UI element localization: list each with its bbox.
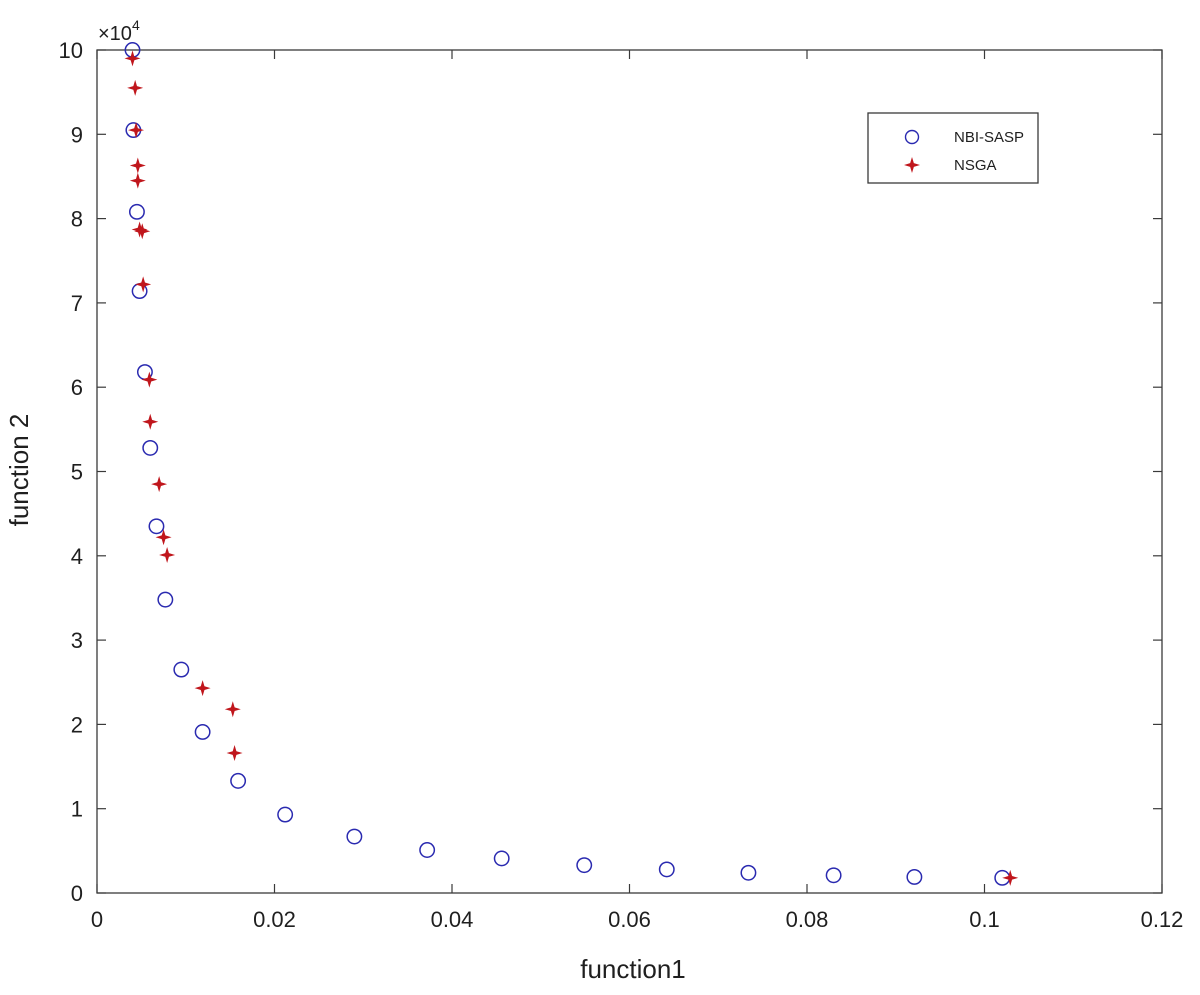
y-tick-label: 4 (71, 544, 83, 569)
axis-ticks: 0 0.02 0.04 0.06 0.08 0.1 0.12 0 1 2 3 4 5 6 7 8 9 10 (59, 38, 1184, 932)
y-tick-label: 6 (71, 375, 83, 400)
data-point-nsga (141, 371, 158, 388)
legend-marker-nbi-sasp (904, 129, 920, 145)
series-nsga (124, 50, 1019, 886)
x-tick-label: 0.04 (431, 907, 474, 932)
data-point-nsga (134, 223, 151, 240)
y-tick-label: 0 (71, 881, 83, 906)
data-point-nsga (224, 701, 241, 718)
legend-label-nsga: NSGA (954, 157, 997, 174)
y-tick-label: 9 (71, 122, 83, 147)
x-tick-label: 0 (91, 907, 103, 932)
data-point-nbi-sasp (493, 850, 510, 867)
data-point-nsga (194, 680, 211, 697)
data-point-nsga (129, 172, 146, 189)
data-point-nbi-sasp (277, 806, 294, 823)
data-point-nbi-sasp (194, 724, 211, 740)
data-point-nbi-sasp (906, 869, 923, 885)
x-tick-label: 0.1 (969, 907, 1000, 932)
y-axis-label: function 2 (4, 414, 34, 527)
x-tick-label: 0.02 (253, 907, 296, 932)
y-tick-label: 7 (71, 291, 83, 316)
data-point-nsga (127, 79, 144, 96)
data-point-nsga (155, 529, 172, 546)
data-point-nbi-sasp (157, 591, 174, 608)
x-tick-label: 0.08 (786, 907, 829, 932)
data-point-nsga (124, 50, 141, 67)
data-point-nbi-sasp (740, 864, 757, 881)
data-point-nsga (226, 745, 243, 762)
data-point-nbi-sasp (825, 867, 842, 884)
y-multiplier-exponent: 4 (132, 17, 140, 33)
data-point-nsga (142, 413, 159, 430)
data-point-nsga (1002, 869, 1019, 886)
y-tick-label: 8 (71, 207, 83, 232)
y-tick-label: 5 (71, 460, 83, 485)
y-axis-multiplier: ×104 (98, 17, 140, 45)
data-point-nbi-sasp (576, 857, 593, 874)
y-tick-label: 3 (71, 628, 83, 653)
data-point-nbi-sasp (128, 203, 145, 220)
data-point-nbi-sasp (230, 772, 247, 789)
data-point-nsga (129, 157, 146, 174)
x-tick-label: 0.12 (1141, 907, 1184, 932)
data-point-nsga (151, 476, 168, 493)
data-point-nbi-sasp (346, 828, 363, 845)
y-tick-label: 2 (71, 712, 83, 737)
y-multiplier-base: ×10 (98, 23, 132, 45)
data-point-nsga (135, 276, 152, 293)
data-point-nsga (159, 546, 176, 563)
x-tick-label: 0.06 (608, 907, 651, 932)
legend-marker-nsga (904, 157, 920, 173)
data-point-nsga (128, 122, 145, 139)
data-point-nbi-sasp (658, 861, 675, 878)
y-tick-label: 10 (59, 38, 83, 63)
y-tick-label: 1 (71, 797, 83, 822)
data-point-nbi-sasp (142, 439, 159, 456)
legend-box (867, 112, 1039, 184)
data-series (124, 42, 1019, 886)
data-point-nbi-sasp (173, 661, 190, 678)
legend: NBI-SASP NSGA (867, 112, 1039, 184)
data-point-nbi-sasp (148, 518, 165, 535)
data-point-nsga (131, 221, 148, 238)
data-point-nbi-sasp (419, 842, 436, 858)
x-axis-label: function1 (580, 954, 686, 984)
legend-label-nbi-sasp: NBI-SASP (954, 129, 1024, 146)
series-nbi-sasp (124, 42, 1011, 886)
